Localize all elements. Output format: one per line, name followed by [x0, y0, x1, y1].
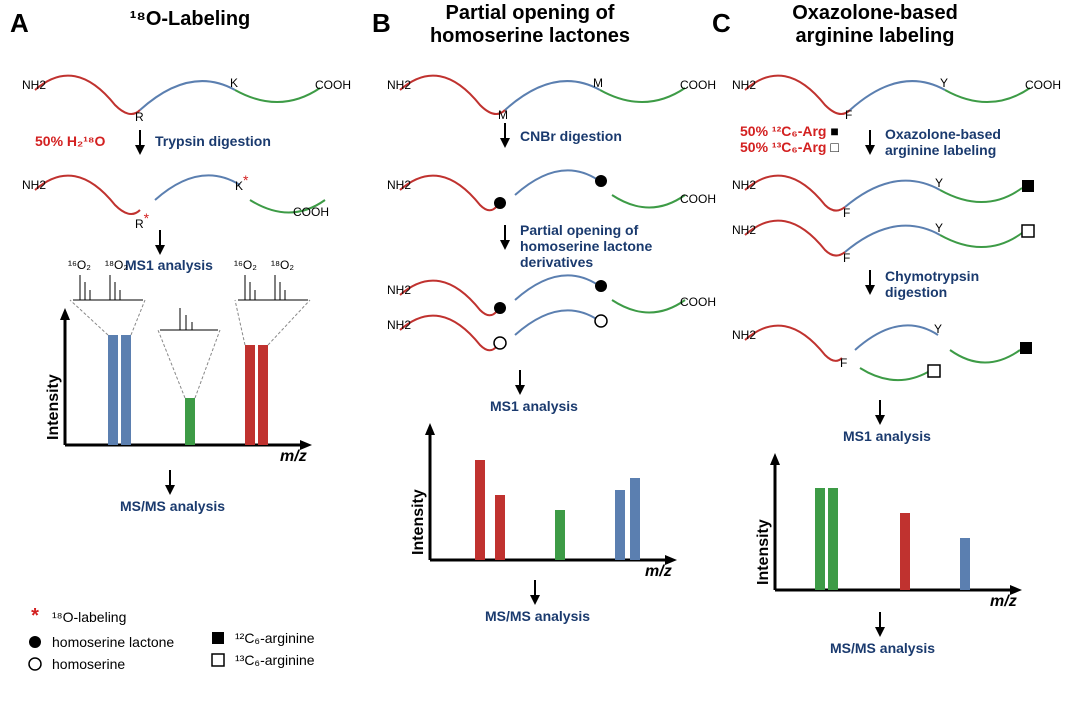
b-p1-nterm: NH2: [387, 78, 411, 92]
c-step2: Chymotrypsin digestion: [885, 268, 979, 300]
b-p1-cterm: COOH: [680, 78, 716, 92]
c-p3-f: F: [840, 356, 847, 370]
c-reagent1: 50% ¹²C₆-Arg ■ 50% ¹³C₆-Arg □: [740, 123, 839, 155]
legend-13c: ¹³C₆-arginine: [205, 652, 315, 668]
b-p3-cterm: COOH: [680, 295, 716, 309]
c-p1-nterm: NH2: [732, 78, 756, 92]
c-p2-f1: F: [843, 206, 850, 220]
a-iso1: ¹⁶O₂: [68, 258, 91, 272]
filled-circle-icon: [22, 635, 48, 649]
c-step3: MS1 analysis: [843, 428, 931, 444]
c-p3-nterm: NH2: [732, 328, 756, 342]
a-iso4: ¹⁸O₂: [271, 258, 294, 272]
a-p1-k: K: [230, 76, 238, 90]
diagram-svg: [0, 0, 1067, 706]
legend-18o: * ¹⁸O-labeling: [22, 605, 174, 628]
b-xlabel: m/z: [645, 563, 672, 581]
c-p2-nterm1: NH2: [732, 178, 756, 192]
b-p1-m2: M: [593, 76, 603, 90]
filled-square-icon: [205, 631, 231, 645]
a-p1-cterm: COOH: [315, 78, 351, 92]
c-p3-y: Y: [934, 322, 942, 336]
legend-col1: * ¹⁸O-labeling homoserine lactone homose…: [22, 605, 174, 678]
c-p2-nterm2: NH2: [732, 223, 756, 237]
a-iso2: ¹⁸O₂: [105, 258, 128, 272]
c-p2-f2: F: [843, 251, 850, 265]
c-ylabel: Intensity: [755, 519, 773, 585]
a-ylabel: Intensity: [45, 374, 63, 440]
a-xlabel: m/z: [280, 448, 307, 466]
a-p2-cterm: COOH: [293, 205, 329, 219]
a-p2-k: K*: [235, 172, 248, 193]
b-p1-m1: M: [498, 108, 508, 122]
open-square-icon: [205, 653, 231, 667]
c-p2-y2: Y: [935, 221, 943, 235]
legend-hs: homoserine: [22, 656, 174, 672]
b-p2-cterm: COOH: [680, 192, 716, 206]
a-p2-r: R*: [135, 210, 149, 231]
c-step1: Oxazolone-based arginine labeling: [885, 126, 1001, 158]
a-p2-nterm: NH2: [22, 178, 46, 192]
a-p1-r: R: [135, 110, 144, 124]
b-p2-nterm: NH2: [387, 178, 411, 192]
a-step3: MS/MS analysis: [120, 498, 225, 514]
c-step4: MS/MS analysis: [830, 640, 935, 656]
c-p1-f: F: [845, 108, 852, 122]
b-ylabel: Intensity: [410, 489, 428, 555]
c-p1-y: Y: [940, 76, 948, 90]
legend-12c: ¹²C₆-arginine: [205, 630, 315, 646]
c-xlabel: m/z: [990, 593, 1017, 611]
a-reagent: 50% H₂¹⁸O: [35, 133, 105, 149]
c-p1-cterm: COOH: [1025, 78, 1061, 92]
b-p3-nterm2: NH2: [387, 318, 411, 332]
open-circle-icon: [22, 657, 48, 671]
legend-hsl: homoserine lactone: [22, 634, 174, 650]
legend-col2: ¹²C₆-arginine ¹³C₆-arginine: [205, 630, 315, 674]
b-step4: MS/MS analysis: [485, 608, 590, 624]
a-iso3: ¹⁶O₂: [234, 258, 257, 272]
a-step1: Trypsin digestion: [155, 133, 271, 149]
red-star-icon: *: [22, 605, 48, 628]
c-p2-y1: Y: [935, 176, 943, 190]
b-step3: MS1 analysis: [490, 398, 578, 414]
b-step1: CNBr digestion: [520, 128, 622, 144]
b-p3-nterm1: NH2: [387, 283, 411, 297]
a-p1-nterm: NH2: [22, 78, 46, 92]
a-step2: MS1 analysis: [125, 257, 213, 273]
b-step2: Partial opening of homoserine lactone de…: [520, 222, 652, 270]
